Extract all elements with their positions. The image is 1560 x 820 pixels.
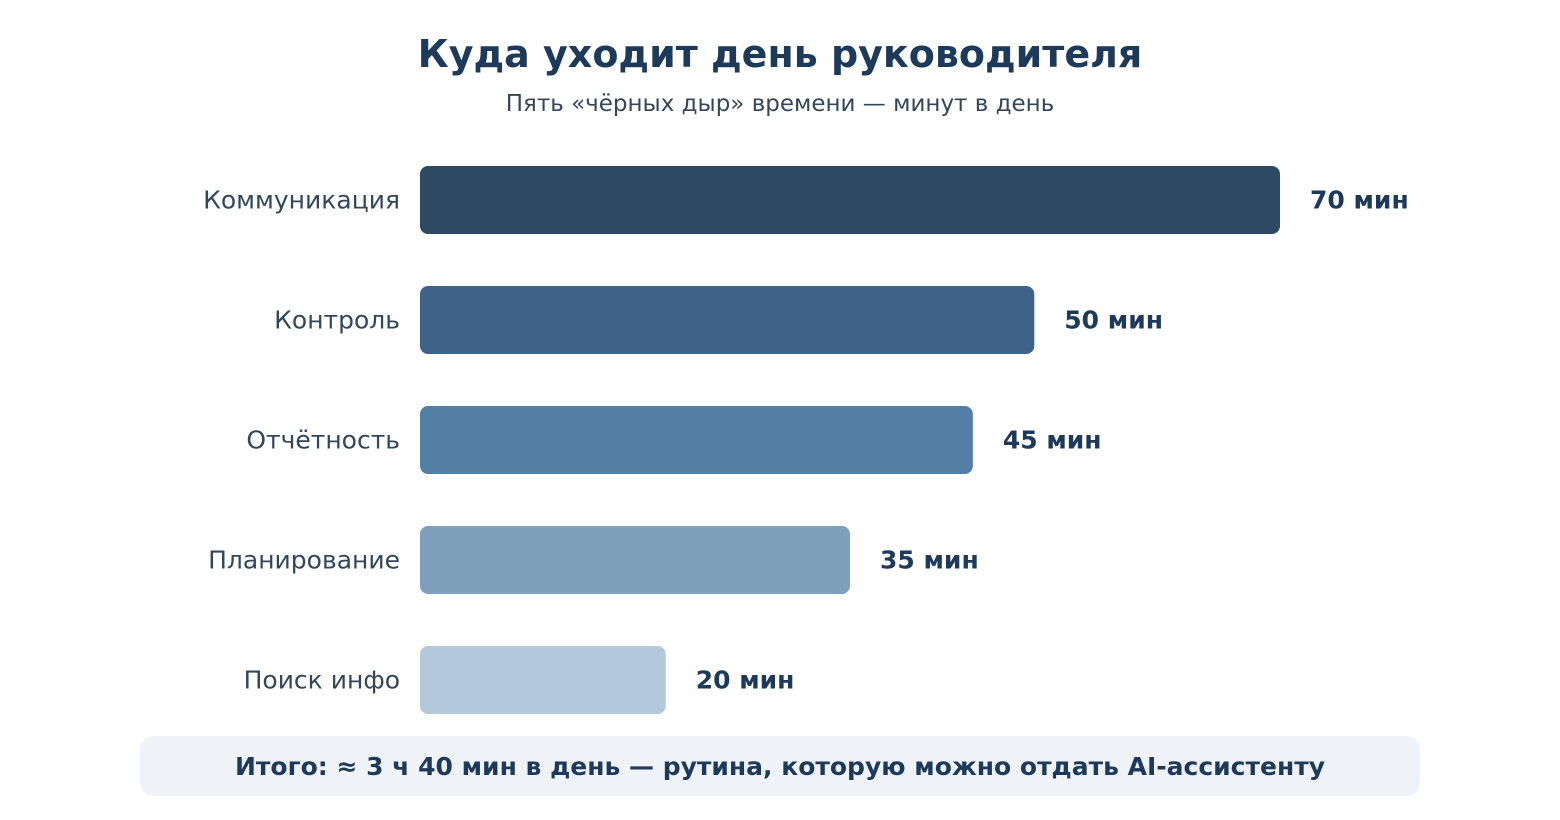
chart-title: Куда уходит день руководителя <box>417 32 1143 76</box>
value-label: 50 мин <box>1064 306 1163 335</box>
bar <box>420 646 666 714</box>
category-label: Планирование <box>208 546 400 575</box>
value-label: 20 мин <box>696 666 795 695</box>
summary-box: Итого: ≈ 3 ч 40 мин в день — рутина, кот… <box>140 736 1420 796</box>
category-label: Отчётность <box>246 426 400 455</box>
category-label: Контроль <box>274 306 400 335</box>
value-label: 45 мин <box>1003 426 1102 455</box>
bar <box>420 166 1280 234</box>
summary-text: Итого: ≈ 3 ч 40 мин в день — рутина, кот… <box>234 751 1325 781</box>
category-label: Поиск инфо <box>244 666 400 695</box>
bar <box>420 406 973 474</box>
chart-subtitle: Пять «чёрных дыр» времени — минут в день <box>505 91 1055 117</box>
bar <box>420 526 850 594</box>
value-label: 70 мин <box>1310 186 1409 215</box>
value-label: 35 мин <box>880 546 979 575</box>
bar <box>420 286 1035 354</box>
category-label: Коммуникация <box>203 186 400 215</box>
